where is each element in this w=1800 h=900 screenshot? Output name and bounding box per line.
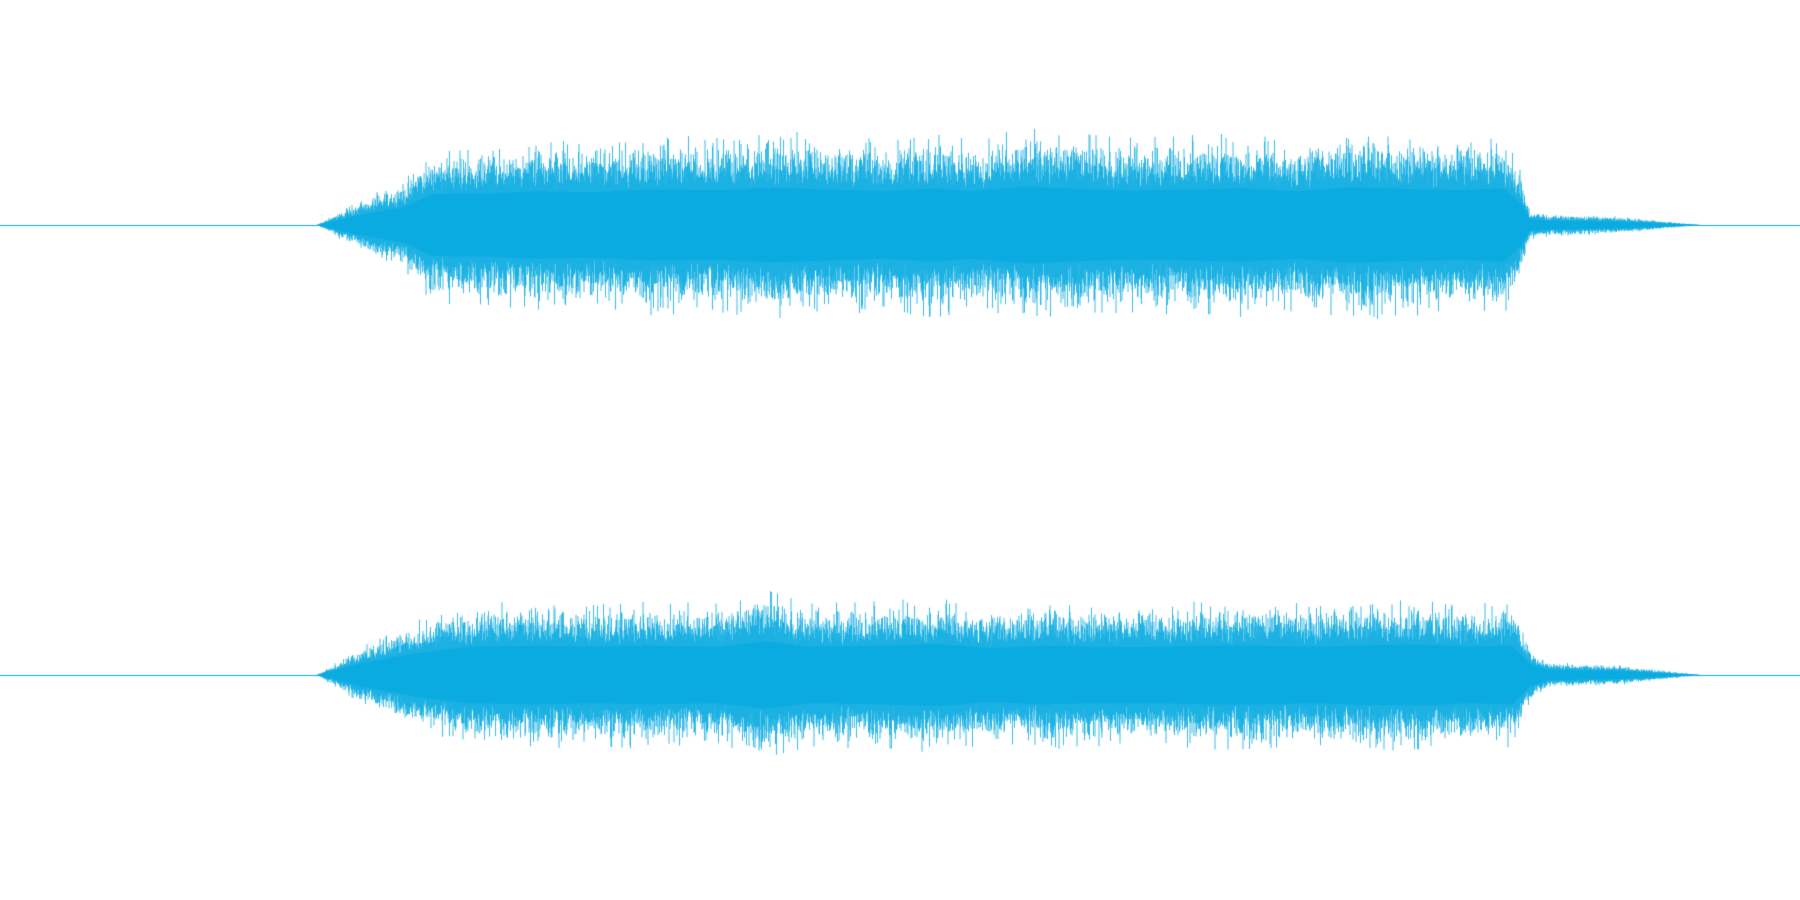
stereo-waveform bbox=[0, 0, 1800, 900]
